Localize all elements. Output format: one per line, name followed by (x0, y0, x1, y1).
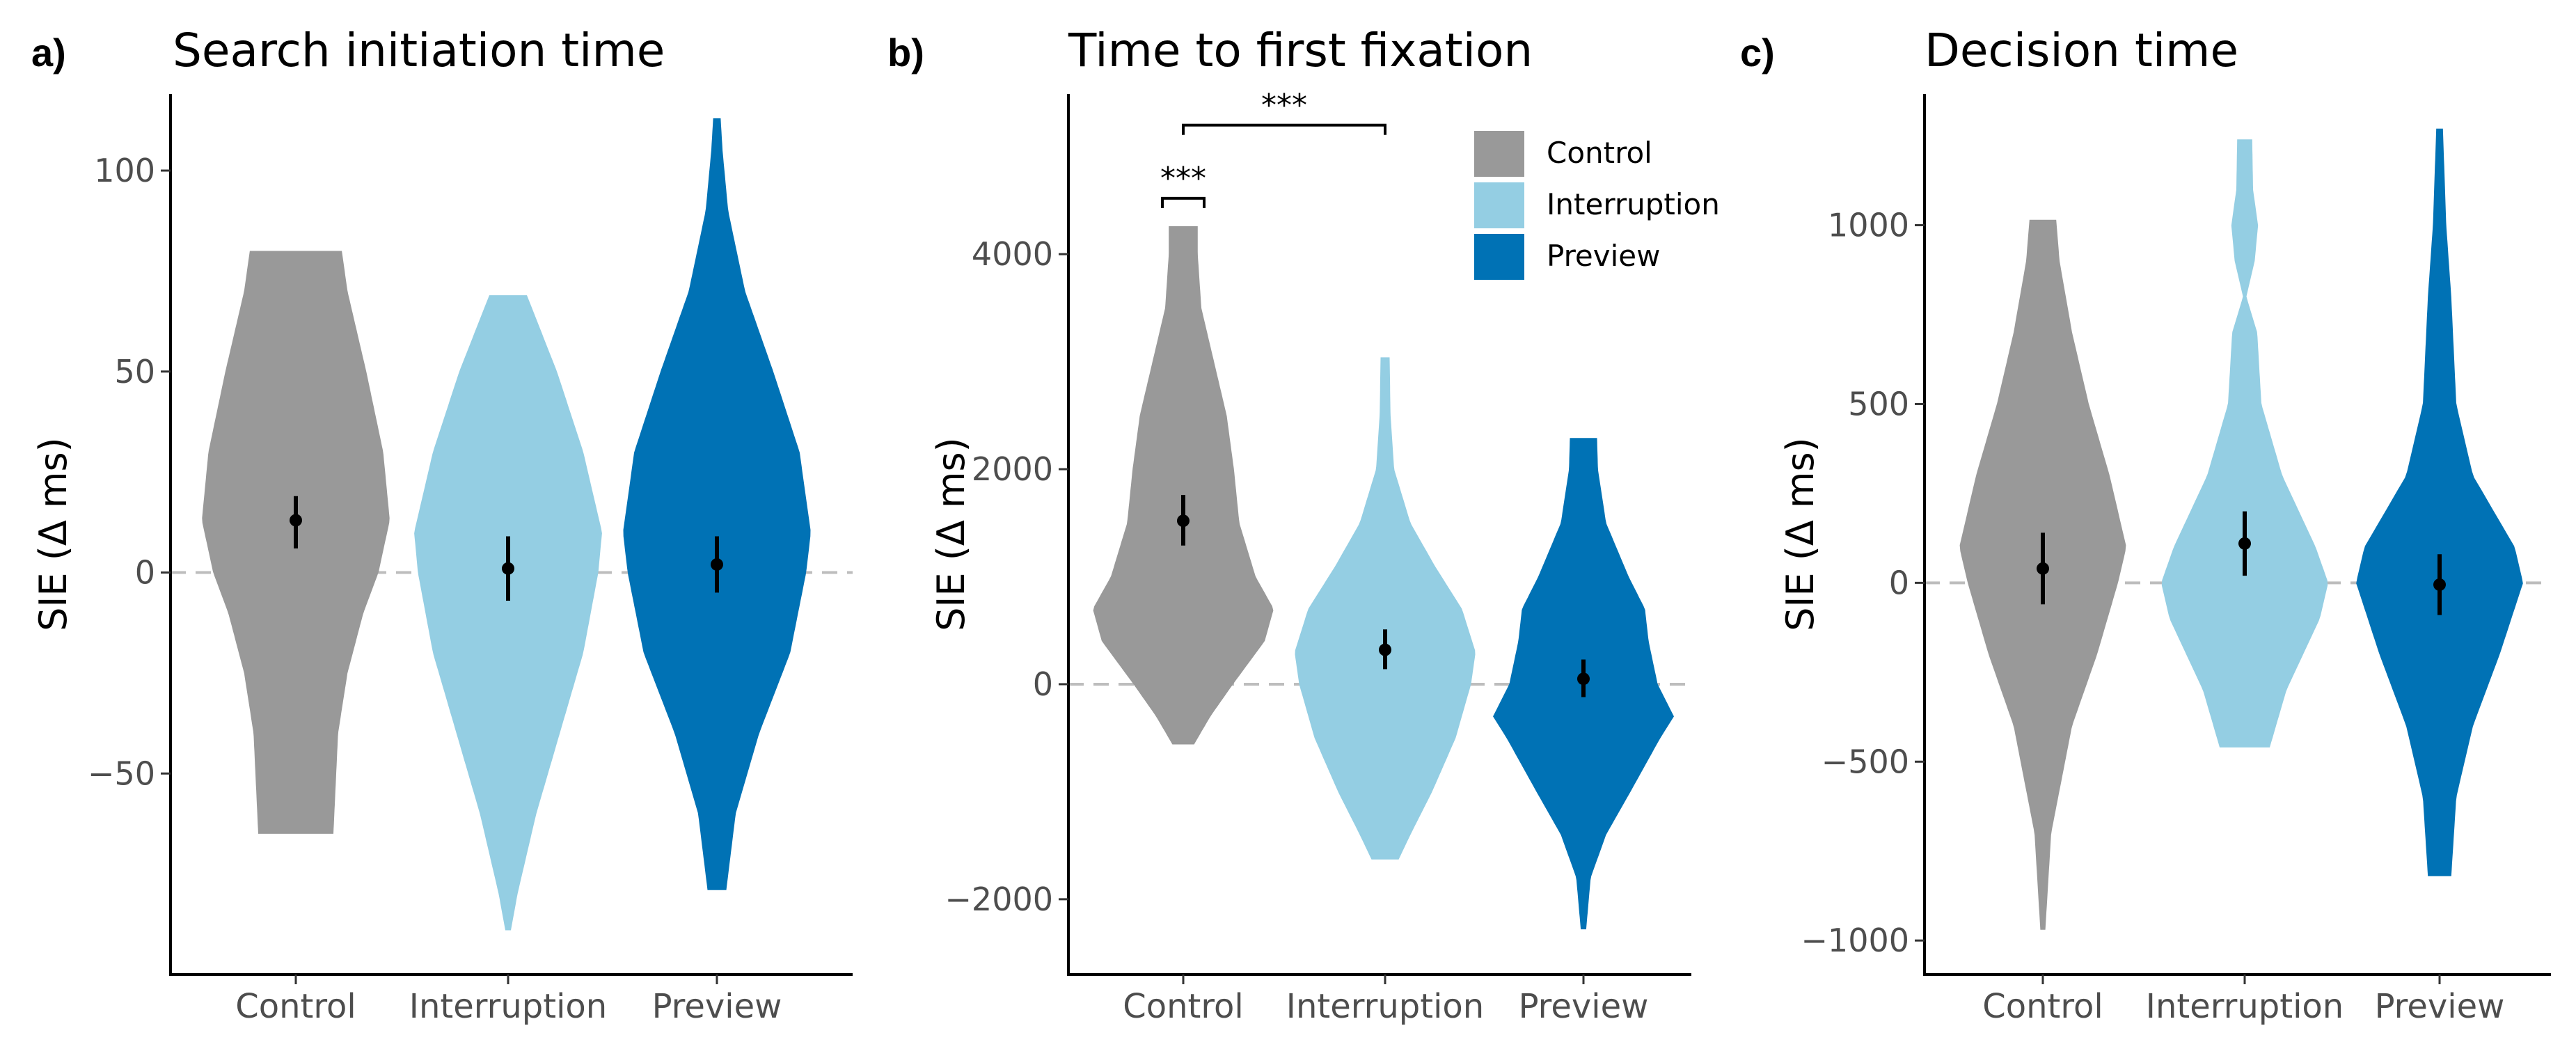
y-axis-title: SIE (Δ ms) (1778, 437, 1822, 631)
panel-a: a) Search initiation time −50 0 50 100 Control… (31, 24, 853, 1026)
y-tick-label: −500 (1822, 743, 1909, 780)
legend-swatch-control (1474, 131, 1524, 177)
y-axis-title: SIE (Δ ms) (929, 437, 973, 631)
mean-point-interruption (1379, 643, 1391, 656)
x-tick-label: Control (235, 987, 356, 1026)
panel-letter: c) (1740, 31, 1775, 74)
legend: Control Interruption Preview (1474, 131, 1720, 280)
mean-point-preview (1577, 672, 1590, 686)
y-tick-label: −1000 (1801, 922, 1909, 959)
legend-label: Interruption (1547, 187, 1720, 221)
x-tick-label: Control (1982, 987, 2103, 1026)
violin-preview (2356, 128, 2523, 876)
y-tick-label: 0 (1889, 564, 1909, 601)
y-tick-label: 0 (1033, 665, 1053, 703)
legend-swatch-interruption (1474, 182, 1524, 228)
y-tick-label: 4000 (972, 235, 1053, 273)
mean-point-preview (711, 558, 723, 571)
violin-interruption (414, 295, 602, 931)
y-tick-label: 0 (135, 554, 155, 592)
x-tick-label: Control (1123, 987, 1244, 1026)
significance-label: *** (1160, 161, 1206, 196)
y-tick-label: 500 (1848, 385, 1909, 423)
panel-title: Decision time (1925, 24, 2238, 77)
violin-preview (623, 118, 811, 890)
significance-bracket (1182, 123, 1386, 135)
y-tick-label: 1000 (1828, 207, 1909, 244)
legend-label: Preview (1547, 239, 1661, 273)
violin-control (1093, 226, 1274, 745)
y-tick-label: 2000 (972, 450, 1053, 488)
y-tick-label: −2000 (945, 881, 1053, 918)
x-tick-label: Interruption (1286, 987, 1484, 1026)
mean-point-preview (2433, 578, 2446, 591)
x-tick-label: Interruption (2146, 987, 2344, 1026)
x-tick-label: Preview (2375, 987, 2505, 1026)
panel-letter: a) (31, 31, 66, 74)
legend-swatch-preview (1474, 234, 1524, 280)
legend-label: Control (1547, 136, 1652, 170)
significance-label: *** (1261, 88, 1307, 123)
panel-title: Search initiation time (173, 24, 665, 77)
y-axis-title: SIE (Δ ms) (31, 437, 75, 631)
x-tick-label: Preview (652, 987, 782, 1026)
mean-point-interruption (502, 562, 514, 575)
panel-c: c) Decision time −1000 −500 0 500 1000 Control I… (1740, 24, 2551, 1026)
mean-point-control (1177, 514, 1190, 528)
panel-b: b) Time to first fixation −2000 0 2000 4000 Co… (887, 24, 1691, 1026)
x-tick-label: Interruption (409, 987, 607, 1026)
y-tick-label: 50 (114, 353, 155, 390)
x-tick-label: Preview (1519, 987, 1649, 1026)
violin-interruption (1295, 357, 1476, 860)
mean-point-control (290, 514, 302, 527)
mean-point-control (2037, 562, 2049, 575)
panel-letter: b) (887, 31, 924, 74)
mean-point-interruption (2238, 537, 2251, 550)
significance-bracket (1161, 196, 1206, 208)
y-tick-label: 100 (94, 152, 155, 189)
panel-title: Time to first fixation (1068, 24, 1533, 77)
y-tick-label: −50 (88, 755, 155, 792)
violin-interruption (2161, 139, 2328, 748)
